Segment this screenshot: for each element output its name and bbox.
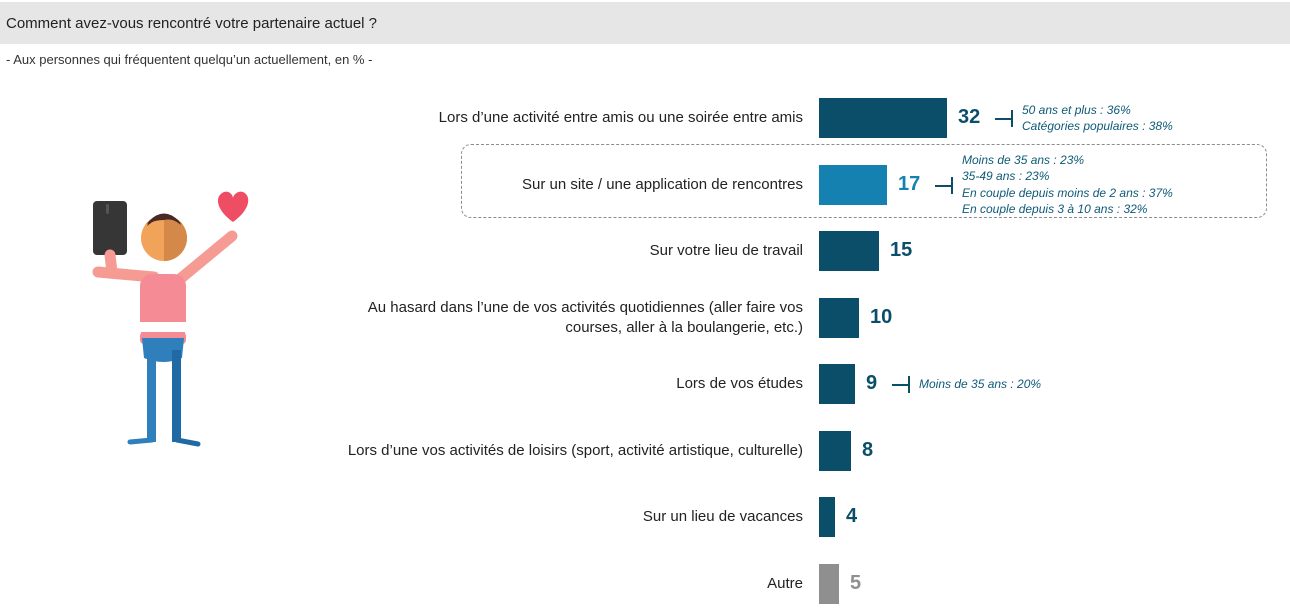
category-label: Autre [767, 574, 803, 592]
data-label: 4 [846, 505, 858, 527]
bar [819, 164, 887, 205]
annotation-note: Moins de 35 ans : 23% 35-49 ans : 23% En c… [962, 152, 1173, 218]
bar [819, 563, 839, 604]
phone-icon [93, 201, 127, 255]
annotation-bracket [892, 376, 910, 393]
category-label: Sur un lieu de vacances [642, 508, 803, 525]
category-label: Sur votre lieu de travail [649, 242, 803, 259]
data-label: 32 [958, 106, 981, 128]
annotation-note: 50 ans et plus : 36% Catégories populaire… [1022, 102, 1173, 135]
annotation-bracket [995, 110, 1013, 127]
chart-subtitle: - Aux personnes qui fréquentent quelqu’u… [6, 52, 373, 67]
bar [819, 98, 947, 138]
bar [819, 497, 835, 537]
bar [819, 231, 879, 271]
category-label: Au hasard dans l’une de vos activités qu… [367, 298, 803, 336]
data-label: 15 [890, 239, 913, 261]
annotation-line: Moins de 35 ans : 20% [919, 376, 1042, 391]
annotation-line: En couple depuis moins de 2 ans : 37% [962, 185, 1173, 200]
annotation-line: Moins de 35 ans : 23% [962, 152, 1085, 167]
title-band: Comment avez-vous rencontré votre parten… [0, 2, 1290, 44]
data-label: 9 [866, 372, 878, 394]
data-label: 10 [870, 305, 893, 328]
data-label: 17 [898, 172, 921, 195]
bar [819, 430, 851, 471]
category-label: Sur un site / une application de rencont… [521, 175, 803, 193]
highlight-box [461, 144, 1267, 218]
annotation-line: 35-49 ans : 23% [962, 169, 1050, 183]
data-label: 8 [862, 438, 874, 461]
annotation-line: Catégories populaires : 38% [1022, 119, 1173, 133]
annotation-line: En couple depuis 3 à 10 ans : 32% [962, 202, 1148, 216]
annotation-note: Moins de 35 ans : 20% [919, 376, 1041, 393]
annotation-bracket [935, 176, 953, 194]
bar [819, 364, 855, 404]
category-label: Lors d’une vos activités de loisirs (spo… [347, 441, 803, 459]
category-label: Lors de vos études [676, 375, 803, 392]
person-icon [92, 213, 238, 447]
chart-title: Comment avez-vous rencontré votre parten… [6, 15, 378, 32]
annotation-line: 50 ans et plus : 36% [1022, 102, 1131, 117]
data-label: 5 [850, 571, 862, 594]
heart-icon [217, 191, 249, 222]
category-label: Lors d’une activité entre amis ou une so… [438, 109, 803, 126]
person-illustration [92, 191, 249, 447]
bar [819, 297, 859, 338]
